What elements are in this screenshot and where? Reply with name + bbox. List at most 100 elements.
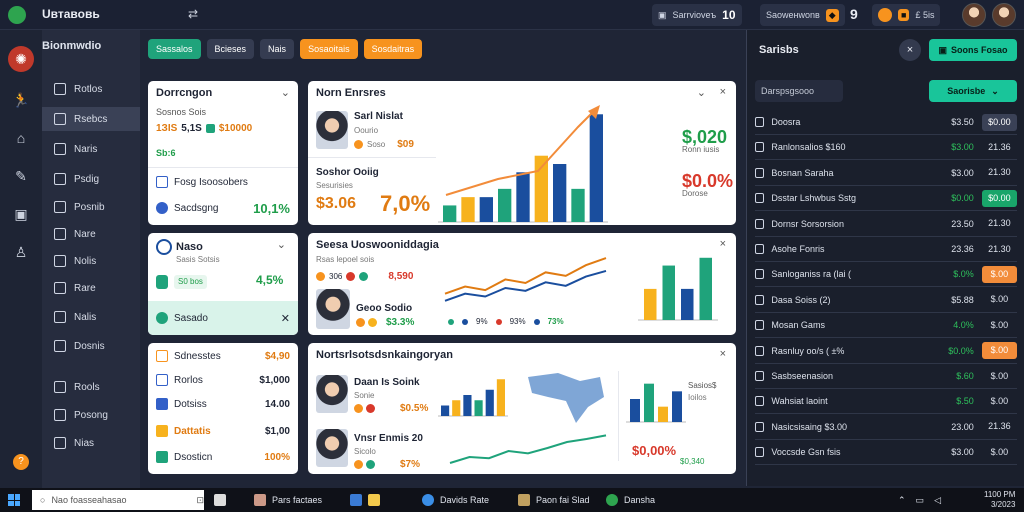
row-badge[interactable]: 21.30: [988, 243, 1011, 254]
panel-row[interactable]: Rasnluy oo/s ( ±% $0.0% $.00: [755, 339, 1017, 364]
sidebar-item[interactable]: Nalis: [42, 305, 140, 329]
chat-icon[interactable]: ✎: [15, 168, 27, 184]
sidebar-item[interactable]: Posnib: [42, 195, 140, 219]
row-badge[interactable]: $.00: [981, 342, 1017, 360]
close-icon[interactable]: ×: [719, 348, 726, 360]
app-icon: [214, 494, 226, 506]
sidebar-item[interactable]: Psdig: [42, 167, 140, 191]
sidebar-item[interactable]: Nare: [42, 222, 140, 246]
close-icon[interactable]: ×: [719, 238, 726, 250]
sidebar-item[interactable]: Naris: [42, 137, 140, 161]
filter-bar: Sassalos Bcieses Nais Sosaoitais Sosdait…: [148, 39, 423, 59]
chevron-down-icon[interactable]: ⌄: [696, 87, 706, 99]
share-icon[interactable]: ⇄: [188, 7, 199, 21]
run-icon[interactable]: 🏃: [12, 92, 30, 108]
row-badge[interactable]: 21.30: [988, 218, 1011, 229]
filter-chip[interactable]: Bcieses: [206, 39, 255, 59]
user-icon[interactable]: ♙: [14, 244, 28, 260]
panel-row[interactable]: Dornsr Sorsorsion 23.50 21.30: [755, 212, 1017, 237]
sidebar-item[interactable]: Posong: [42, 403, 140, 427]
user-action-row[interactable]: Sasado ✕: [148, 301, 298, 335]
row-value: $3.50: [951, 117, 974, 127]
row-badge[interactable]: $.00: [990, 319, 1009, 330]
panel-row[interactable]: Dasa Soiss (2) $5.88 $.00: [755, 288, 1017, 313]
list-item[interactable]: Sdnesstes $4,90: [156, 347, 290, 365]
panel-row[interactable]: Doosra $3.50 $0.00: [755, 110, 1017, 135]
bar: [672, 391, 682, 422]
sidebar-item[interactable]: Nias: [42, 431, 140, 455]
panel-row[interactable]: Dsstar Lshwbus Sstg $0.00 $0.00: [755, 186, 1017, 212]
topbar-chip-notifications[interactable]: Sаoweнwonв ◆: [760, 4, 845, 26]
row-badge[interactable]: 21.36: [988, 141, 1011, 152]
sidebar-item[interactable]: Rools: [42, 375, 140, 399]
row-badge[interactable]: $.00: [990, 294, 1009, 305]
filter-chip[interactable]: Nais: [260, 39, 295, 59]
panel-row[interactable]: Ranlonsalios $160 $3.00 21.36: [755, 135, 1017, 161]
sidebar-item[interactable]: Dosnis: [42, 334, 140, 358]
chevron-down-icon[interactable]: ⌄: [276, 239, 286, 251]
row-badge[interactable]: $.00: [990, 446, 1009, 457]
panel-filter-button[interactable]: Saorisbe ⌄: [929, 80, 1017, 102]
avatar[interactable]: [962, 3, 986, 27]
filter-chip[interactable]: Sosaoitais: [300, 39, 358, 59]
home-icon[interactable]: ⌂: [16, 130, 26, 146]
panel-row[interactable]: Sasbseenasion $.60 $.00: [755, 364, 1017, 389]
taskbar-app[interactable]: Davids Rate: [422, 492, 489, 508]
taskbar-app[interactable]: Paon fai Slad: [518, 492, 590, 508]
brand-icon[interactable]: ✺: [8, 46, 34, 72]
close-icon[interactable]: ✕: [280, 312, 290, 325]
app-logo-icon[interactable]: [8, 6, 26, 24]
panel-search[interactable]: Darspsgsooo: [755, 80, 843, 102]
row-badge[interactable]: $0.00: [981, 113, 1017, 131]
list-item[interactable]: Rorlos $1,000: [156, 371, 290, 389]
system-tray[interactable]: ⌃ ▭ ◁: [898, 492, 941, 508]
clock[interactable]: 1100 PM 3/2023: [984, 490, 1015, 510]
panel-row[interactable]: Voccsde Gsn fsis $3.00 $.00: [755, 440, 1017, 466]
taskbar-search[interactable]: ○ Nao foasseahasao ⊡: [32, 490, 204, 510]
help-icon[interactable]: ?: [13, 454, 29, 470]
row-badge[interactable]: $.00: [990, 370, 1009, 381]
tag-icon: [54, 282, 66, 294]
panel-row[interactable]: Bosnan Saraha $3.00 21.30: [755, 161, 1017, 186]
row-badge[interactable]: $.00: [981, 265, 1017, 283]
close-icon[interactable]: ×: [719, 86, 726, 98]
sidebar-item[interactable]: Nolis: [42, 249, 140, 273]
legend-dot: [448, 318, 454, 325]
note-icon: [54, 255, 66, 267]
row-badge[interactable]: 21.30: [988, 167, 1011, 178]
list-item[interactable]: Dsosticn 100%: [156, 448, 290, 466]
kpi-value: $0,00%: [632, 443, 677, 458]
list-item[interactable]: Dotsiss 14.00: [156, 395, 290, 413]
filter-chip[interactable]: Sosdaitras: [363, 39, 423, 59]
trend-card: Seesa Uoswooniddagia × Rsas lepoel sois …: [308, 233, 736, 335]
value: $10000: [218, 122, 253, 134]
row-badge[interactable]: $.00: [990, 395, 1009, 406]
side-bar-chart: [626, 383, 686, 423]
row-value: $.60: [956, 371, 974, 381]
sidebar-item[interactable]: Rotlos: [42, 77, 140, 101]
close-icon[interactable]: ×: [899, 39, 921, 61]
taskbar-app[interactable]: [350, 492, 380, 508]
taskbar-app[interactable]: Pars faсtaes: [254, 492, 322, 508]
panel-row[interactable]: Mosan Gams 4.0% $.00: [755, 313, 1017, 339]
trend-sub: Rsas lepoel sois: [316, 255, 375, 264]
sidebar-item[interactable]: Rare: [42, 276, 140, 300]
topbar-chip-search[interactable]: ▣ Sаrrvioveъ 10: [652, 4, 742, 26]
chevron-down-icon[interactable]: ⌄: [280, 87, 290, 99]
list-item[interactable]: Dattatis $1,00: [156, 422, 290, 440]
windows-start-icon[interactable]: [8, 494, 20, 506]
sidebar-item-active[interactable]: Rsebcs: [42, 107, 140, 131]
window-icon[interactable]: ▣: [14, 206, 28, 222]
filter-chip[interactable]: Sassalos: [148, 39, 201, 59]
panel-row[interactable]: Nasicsisaing $3.00 23.00 21.36: [755, 415, 1017, 440]
topbar-chip-wallet[interactable]: ■ £ 5is: [872, 4, 941, 26]
row-badge[interactable]: $0.00: [981, 189, 1017, 207]
row-badge[interactable]: 21.36: [988, 421, 1011, 432]
taskbar-app[interactable]: [214, 492, 226, 508]
panel-primary-button[interactable]: ▣ Soons Fosao: [929, 39, 1017, 61]
panel-row[interactable]: Asohe Fonris 23.36 21.30: [755, 237, 1017, 262]
taskbar-app[interactable]: Dansha: [606, 492, 655, 508]
avatar-secondary[interactable]: [992, 3, 1016, 27]
panel-row[interactable]: Wahsiat laoint $.50 $.00: [755, 389, 1017, 415]
panel-row[interactable]: Sanloganiss ra (lai ($.0% $.00: [755, 262, 1017, 288]
